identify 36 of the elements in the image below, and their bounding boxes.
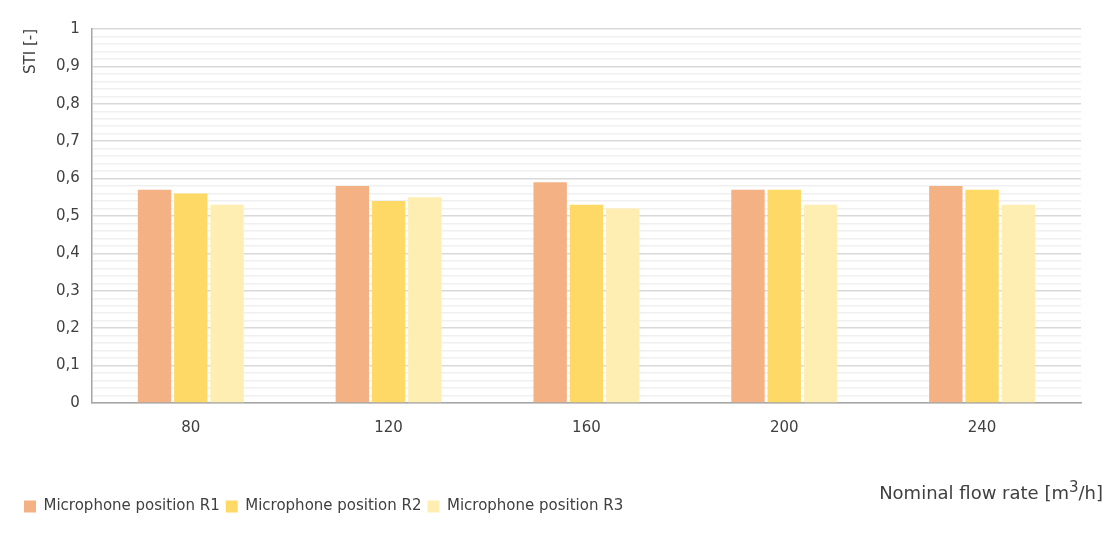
y-tick-label: 0,6 [56, 168, 80, 187]
y-tick-label: 0 [70, 392, 80, 411]
bar [803, 204, 838, 403]
y-tick-label: 0,9 [56, 56, 80, 75]
y-tick-label: 0,2 [56, 318, 80, 337]
bar [1001, 204, 1036, 403]
legend-label: Microphone position R2 [245, 496, 422, 515]
bar [767, 189, 801, 403]
bar [408, 197, 442, 403]
y-tick-label: 0,1 [56, 355, 80, 374]
bar [210, 204, 244, 403]
bar [174, 193, 208, 403]
x-tick-label: 80 [181, 417, 201, 436]
bar [371, 201, 406, 403]
bar [606, 208, 640, 403]
bar [929, 186, 963, 403]
y-axis-title: STI [-] [20, 29, 39, 74]
bar [569, 204, 604, 403]
x-tick-label: 200 [769, 417, 799, 436]
y-tick-label: 0,8 [56, 93, 80, 112]
bar [731, 189, 765, 403]
x-tick-label: 240 [967, 417, 997, 436]
bar [533, 182, 567, 403]
x-tick-label: 120 [374, 417, 403, 436]
y-tick-label: 0,5 [56, 205, 80, 224]
x-tick-label: 160 [572, 417, 601, 436]
bar [965, 189, 999, 403]
y-tick-label: 0,3 [56, 280, 80, 299]
x-axis-title: Nominal flow rate [m$^{3}$/h] [879, 478, 1103, 503]
y-tick-label: 1 [70, 18, 80, 37]
y-tick-label: 0,4 [56, 243, 80, 262]
bar [335, 186, 370, 403]
y-tick-label: 0,7 [56, 131, 80, 150]
bar [137, 189, 172, 403]
legend-label: Microphone position R1 [43, 496, 220, 515]
legend-label: Microphone position R3 [446, 496, 624, 515]
